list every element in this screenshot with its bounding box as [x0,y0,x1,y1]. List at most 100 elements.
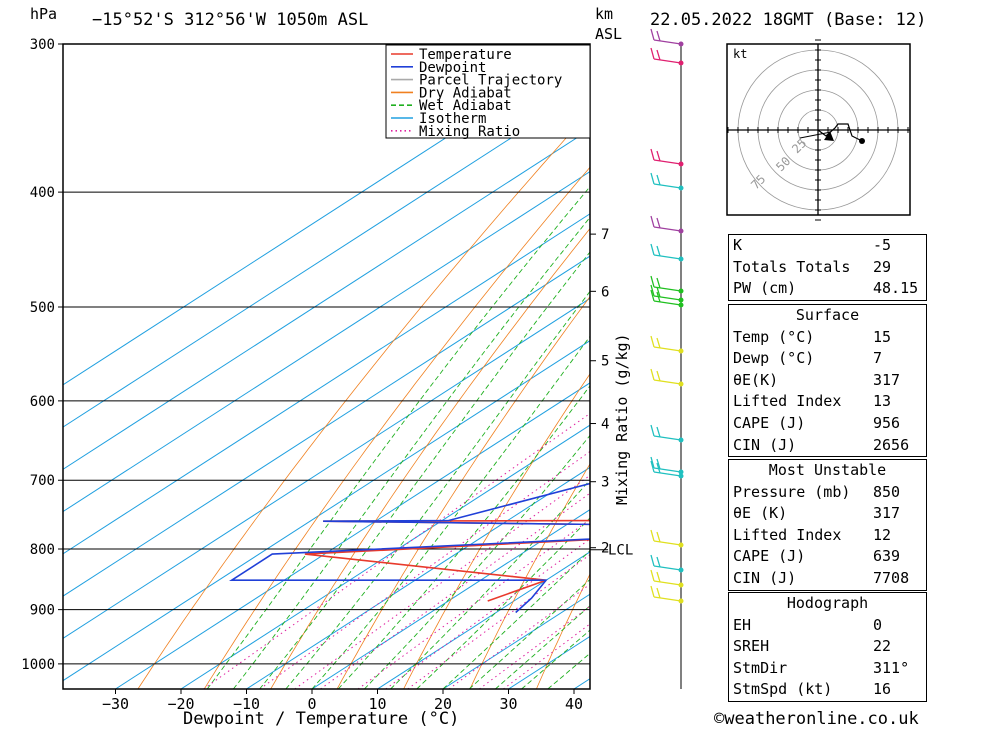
storm-motion-line [799,131,832,139]
wind-barb-flag [650,275,655,288]
isotherm-line [63,128,590,470]
wind-barb-flag [650,585,655,598]
mixing-ratio-line [357,518,590,689]
wind-barb-flag [650,368,655,381]
index-value: 48.15 [873,279,919,298]
wet-adiabat-line [285,290,590,689]
wind-barb-flag [656,426,661,438]
copyright-icon: © [714,709,725,729]
pressure-tick-label: 600 [30,394,55,410]
isotherm-line [63,170,590,513]
dry-adiabat-line [137,110,590,689]
temperature-tick-label: 30 [499,695,517,713]
surface-value: 2656 [873,435,910,454]
wind-barb-flag [650,28,655,41]
wind-barb-flag [650,289,655,302]
wind-barb-flag [650,148,655,161]
pressure-tick-label: 300 [30,37,55,53]
wet-adiabat-line [206,185,590,689]
isotherm-line [63,340,590,682]
mixing-ratio-line [320,492,590,689]
wind-barb-flag [650,215,655,228]
wind-barb-flag [656,462,661,474]
temperature-tick-label: 0 [307,695,316,713]
surface-label: CIN (J) [733,435,797,454]
pressure-tick-label: 400 [30,185,55,201]
pressure-tick-label: 700 [30,473,55,489]
index-row: K -5 [729,235,926,257]
index-label: K [733,236,743,254]
hodograph-label: StmSpd (kt) [733,680,833,699]
hodograph-row: StmDir 311° [729,658,926,680]
mixing-ratio-line [294,474,590,689]
hodograph-label: SREH [733,637,770,656]
dewpoint-line [228,482,590,614]
wind-barb-shaft [653,580,682,586]
wind-barb-shaft [653,471,682,477]
pressure-unit: hPa [30,5,58,23]
surface-row: Temp (°C) 15 [729,327,926,349]
most-unstable-row: θE (K) 317 [729,503,926,525]
wind-barb-shaft [653,159,682,165]
surface-label: Lifted Index [733,392,842,411]
wind-barb-flag [650,172,655,185]
wind-barb-flag [650,460,655,473]
hodograph-title: Hodograph [786,594,869,612]
hodograph-row: SREH 22 [729,636,926,658]
height-unit: km [595,5,614,23]
most-unstable-title: Most Unstable [768,461,887,479]
dry-adiabat-line [536,573,590,689]
chart-location: −15°52'S 312°56'W 1050m ASL [92,10,369,30]
surface-row: CIN (J) 2656 [729,435,926,457]
legend-label: Parcel Trajectory [419,73,562,89]
wind-barb-flag [656,245,661,257]
most-unstable-label: Lifted Index [733,525,842,544]
isotherm-line [311,509,590,689]
surface-row: Lifted Index 13 [729,391,926,413]
wind-barb-shaft [653,300,682,306]
wet-adiabat-line [337,385,590,689]
legend-label: Isotherm [419,111,486,127]
temperature-tick-label: −30 [102,695,129,713]
lcl-label: LCL [608,543,633,559]
surface-value: 15 [873,327,892,346]
height-tick-label: 2 [601,541,609,557]
height-tick-label: 6 [601,284,609,300]
wind-profile [650,28,684,689]
wind-barb-shaft [653,596,682,602]
wind-barb-flag [656,217,661,229]
pressure-tick-label: 900 [30,603,55,619]
wind-barb-flag [650,529,655,542]
wind-barb-flag [656,531,661,543]
wind-barb-flag [656,337,661,349]
wind-barb-shaft [653,183,682,189]
hodograph-row: EH 0 [729,615,926,637]
wet-adiabat-line [233,216,590,689]
isotherm-line [63,255,590,597]
index-label: Totals Totals [733,257,851,276]
dry-adiabat-line [403,373,590,689]
mixing-ratio-line [259,450,590,689]
surface-label: Dewp (°C) [733,349,815,368]
surface-row: Dewp (°C) 7 [729,348,926,370]
hodograph-table: Hodograph EH 0 SREH 22 StmDir 311° StmSpd (kt)… [728,592,927,702]
dry-adiabat-line [203,166,590,689]
hodograph-label: EH [733,615,752,634]
surface-label: θE(K) [733,370,779,389]
most-unstable-row: Lifted Index 12 [729,525,926,547]
pressure-tick-label: 1000 [21,657,55,673]
isotherm-line [63,44,590,386]
legend-label: Dry Adiabat [419,85,512,101]
most-unstable-value: 317 [873,504,901,523]
wet-adiabat-line [364,434,590,689]
chart-frame: 300 400 500 600 700 800 900 1000 −30 −20 −10 0 10 20 3… [21,37,633,713]
credit-text: ©weatheronline.co.uk [714,711,919,728]
wind-barb-flag [656,286,661,298]
hodograph-label: StmDir [733,658,788,677]
profile-lines [228,482,590,614]
pressure-tick-label: 800 [30,542,55,558]
mixing-ratio-line [203,412,590,689]
wind-barb-shaft [653,58,682,64]
